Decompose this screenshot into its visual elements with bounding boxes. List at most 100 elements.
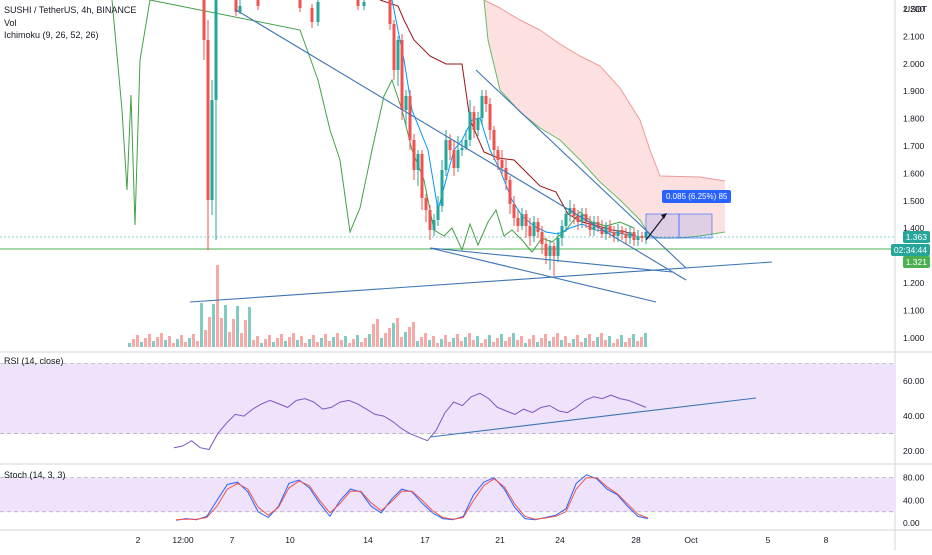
- candle-body: [416, 154, 420, 170]
- candle-body: [238, 6, 242, 12]
- rsi-label: RSI (14, close): [4, 356, 64, 366]
- volume-bar: [272, 342, 275, 347]
- rsi-trendline: [429, 397, 757, 438]
- volume-bar: [512, 333, 515, 347]
- vol-label: Vol: [4, 18, 17, 28]
- candle-body: [464, 140, 468, 148]
- candle-body: [540, 232, 544, 244]
- candle-body: [452, 150, 456, 168]
- volume-bar: [136, 335, 139, 347]
- volume-bar: [344, 336, 347, 347]
- candle-body: [432, 220, 436, 230]
- last-price-text: 1.363: [905, 232, 927, 242]
- volume-bar: [388, 328, 391, 347]
- countdown-badge: 02:34:44: [890, 244, 930, 256]
- candle-body: [576, 216, 580, 222]
- volume-bar: [316, 342, 319, 347]
- volume-bar: [516, 340, 519, 347]
- volume-bar: [352, 339, 355, 347]
- volume-bar: [196, 341, 199, 347]
- volume-bar: [416, 341, 419, 347]
- time-tick-label: 28: [631, 535, 641, 545]
- volume-bar: [444, 335, 447, 347]
- volume-bar: [264, 339, 267, 347]
- volume-bar: [428, 340, 431, 347]
- candle-body: [524, 214, 528, 226]
- candle-body: [206, 40, 210, 200]
- candle-body: [476, 118, 480, 130]
- candle-body: [396, 40, 400, 70]
- volume-bar: [228, 332, 231, 347]
- volume-bar: [420, 337, 423, 347]
- volume-bar: [552, 337, 555, 347]
- stoch-legend[interactable]: Stoch (14, 3, 3): [4, 469, 66, 481]
- volume-bar: [468, 333, 471, 347]
- projection-arrowhead: [661, 213, 667, 219]
- volume-bar: [480, 343, 483, 347]
- candle-body: [460, 148, 464, 150]
- volume-bar: [172, 343, 175, 347]
- vol-legend[interactable]: Vol: [4, 17, 17, 29]
- candle-body: [444, 140, 448, 170]
- last-price-badge: 1.363: [902, 231, 930, 243]
- measure-label: 0.085 (6.25%) 85: [662, 190, 732, 203]
- candle-body: [612, 232, 616, 236]
- candle-body: [436, 206, 440, 220]
- time-tick-label: 2: [136, 535, 141, 545]
- symbol-legend[interactable]: SUSHI / TetherUS, 4h, BINANCE: [4, 4, 136, 16]
- candle-body: [624, 234, 628, 238]
- volume-bar: [556, 333, 559, 347]
- volume-bar: [332, 337, 335, 347]
- symbol-title: SUSHI / TetherUS, 4h, BINANCE: [4, 5, 137, 15]
- volume-bar: [168, 336, 171, 347]
- time-tick-label: 14: [363, 535, 373, 545]
- candle-body: [480, 96, 484, 118]
- stoch-pane: [0, 474, 895, 521]
- rsi-legend[interactable]: RSI (14, close): [4, 355, 64, 367]
- volume-bar: [208, 317, 211, 347]
- volume-bar: [220, 318, 223, 347]
- volume-bar: [296, 340, 299, 347]
- volume-bar: [572, 339, 575, 347]
- volume-bar: [440, 339, 443, 347]
- currency-text: USDT: [904, 4, 928, 14]
- candle-body: [440, 170, 444, 206]
- volume-bar: [372, 324, 375, 347]
- candle-body: [556, 238, 560, 256]
- volume-bar: [484, 339, 487, 347]
- candle-body: [492, 130, 496, 150]
- candle-body: [424, 198, 428, 210]
- trendline: [429, 247, 673, 273]
- volume-bar: [204, 330, 207, 347]
- volume-bar: [560, 340, 563, 347]
- volume-bar: [404, 332, 407, 347]
- volume-bar: [360, 342, 363, 347]
- candle-body: [588, 222, 592, 230]
- candle-body: [548, 246, 552, 256]
- candle-body: [456, 150, 460, 168]
- volume-bar: [524, 343, 527, 347]
- volume-bar: [640, 337, 643, 347]
- volume-bar: [256, 336, 259, 347]
- volume-bar: [448, 342, 451, 347]
- trendline: [475, 69, 687, 269]
- volume-bar: [324, 334, 327, 347]
- volume-bar: [600, 333, 603, 347]
- volume-bar: [396, 318, 399, 347]
- volume-bar: [236, 306, 239, 347]
- volume-bar: [340, 340, 343, 347]
- candle-body: [484, 96, 488, 104]
- stoch-label: Stoch (14, 3, 3): [4, 470, 66, 480]
- rsi-tick-label: 60.00: [903, 376, 925, 386]
- volume-bar: [452, 338, 455, 347]
- ichimoku-legend[interactable]: Ichimoku (9, 26, 52, 26): [4, 29, 99, 41]
- candle-body: [592, 222, 596, 230]
- volume-bar: [152, 341, 155, 347]
- volume-bar: [320, 338, 323, 347]
- conversion-line: [391, 0, 637, 237]
- candle-body: [504, 168, 508, 180]
- volume-bar: [608, 336, 611, 347]
- volume-bar: [400, 337, 403, 347]
